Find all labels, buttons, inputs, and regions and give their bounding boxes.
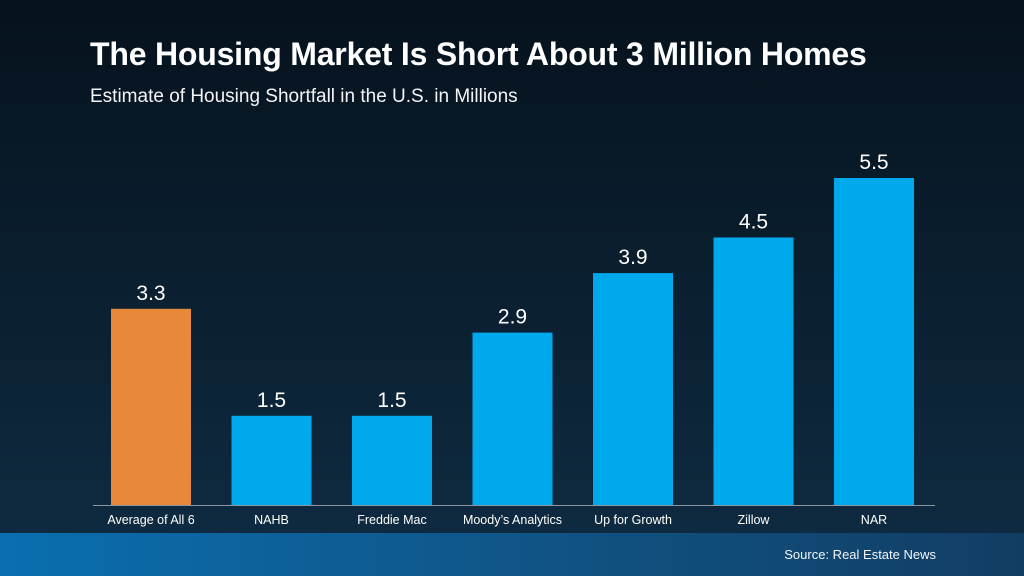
bar-5 (713, 237, 794, 505)
bar-value-label-4: 3.9 (618, 246, 647, 269)
category-label-1: NAHB (254, 513, 289, 527)
source-note: Source: Real Estate News (784, 547, 936, 562)
bar-value-label-6: 5.5 (859, 151, 888, 174)
bar-value-label-3: 2.9 (498, 306, 527, 329)
bar-value-label-1: 1.5 (257, 389, 286, 412)
category-label-5: Zillow (738, 513, 771, 527)
category-label-0: Average of All 6 (107, 513, 194, 527)
category-label-6: NAR (861, 513, 887, 527)
chart-title: The Housing Market Is Short About 3 Mill… (90, 36, 867, 72)
bar-3 (472, 332, 553, 505)
bar-value-label-5: 4.5 (739, 211, 768, 234)
chart-subtitle: Estimate of Housing Shortfall in the U.S… (90, 86, 518, 107)
bar-0 (111, 308, 191, 505)
bar-6 (834, 178, 914, 505)
bar-value-label-0: 3.3 (136, 282, 165, 305)
footer-bar: Source: Real Estate News (0, 533, 1024, 576)
category-label-4: Up for Growth (594, 513, 672, 527)
category-label-3: Moody’s Analytics (463, 513, 562, 527)
bar-4 (593, 273, 673, 505)
category-label-2: Freddie Mac (357, 513, 426, 527)
bar-1 (231, 415, 312, 505)
bar-2 (352, 415, 432, 505)
bar-value-label-2: 1.5 (377, 389, 406, 412)
